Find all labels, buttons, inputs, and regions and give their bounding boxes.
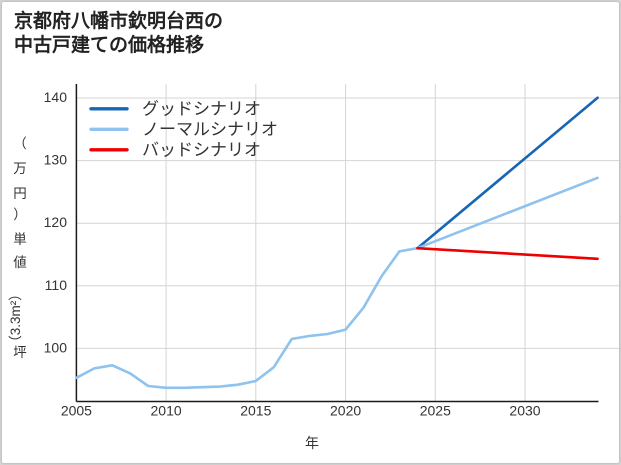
svg-text:バッドシナリオ: バッドシナリオ <box>142 141 261 160</box>
svg-text:（: （ <box>13 136 27 151</box>
svg-text:120: 120 <box>44 214 68 230</box>
svg-text:坪: 坪 <box>13 345 27 360</box>
svg-text:2005: 2005 <box>61 403 92 419</box>
svg-text:円: 円 <box>13 186 27 201</box>
svg-text:110: 110 <box>45 277 68 293</box>
svg-text:2015: 2015 <box>240 403 271 419</box>
svg-text:2025: 2025 <box>420 403 451 419</box>
svg-text:2010: 2010 <box>151 403 182 419</box>
svg-text:140: 140 <box>44 89 68 105</box>
svg-text:グッドシナリオ: グッドシナリオ <box>142 100 261 119</box>
svg-text:値: 値 <box>13 255 27 270</box>
svg-text:単: 単 <box>13 232 27 247</box>
svg-text:2030: 2030 <box>509 403 540 419</box>
svg-text:年: 年 <box>305 435 319 451</box>
svg-text:ノーマルシナリオ: ノーマルシナリオ <box>142 120 278 139</box>
svg-text:（3.3m²）: （3.3m²） <box>8 287 23 349</box>
svg-text:100: 100 <box>44 339 68 355</box>
svg-text:2020: 2020 <box>330 403 361 419</box>
svg-text:130: 130 <box>44 152 68 168</box>
svg-text:）: ） <box>13 207 27 222</box>
svg-text:万: 万 <box>13 161 27 176</box>
